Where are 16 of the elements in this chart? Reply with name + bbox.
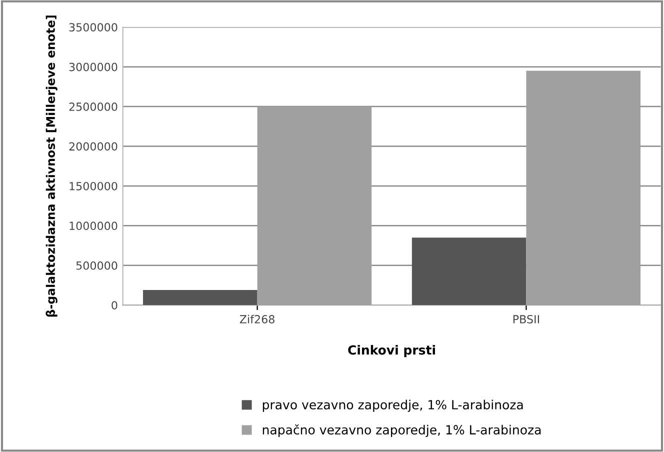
y-tick-label: 500000: [76, 261, 118, 270]
legend-label: napačno vezavno zaporedje, 1% L-arabinoza: [262, 424, 541, 437]
x-axis-title: Cinkovi prsti: [348, 345, 435, 358]
bar: [143, 290, 258, 306]
y-tick-label: 2000000: [69, 142, 118, 151]
legend-label: pravo vezavno zaporedje, 1% L-arabinoza: [262, 400, 523, 412]
y-tick-label: 3500000: [69, 23, 118, 32]
bar: [412, 238, 526, 306]
y-tick-label: 3000000: [69, 62, 118, 72]
x-tick-label: Zif268: [240, 314, 274, 324]
x-tick-label: PBSII: [513, 315, 539, 324]
y-axis-title: β-galaktozidazna aktivnost [Millerjeve enote]: [46, 16, 58, 317]
y-tick-label: 1500000: [70, 182, 118, 190]
y-tick-label: 2500000: [69, 102, 118, 111]
y-tick-label: 1000000: [70, 222, 118, 230]
y-tick-label: 0: [112, 301, 118, 310]
